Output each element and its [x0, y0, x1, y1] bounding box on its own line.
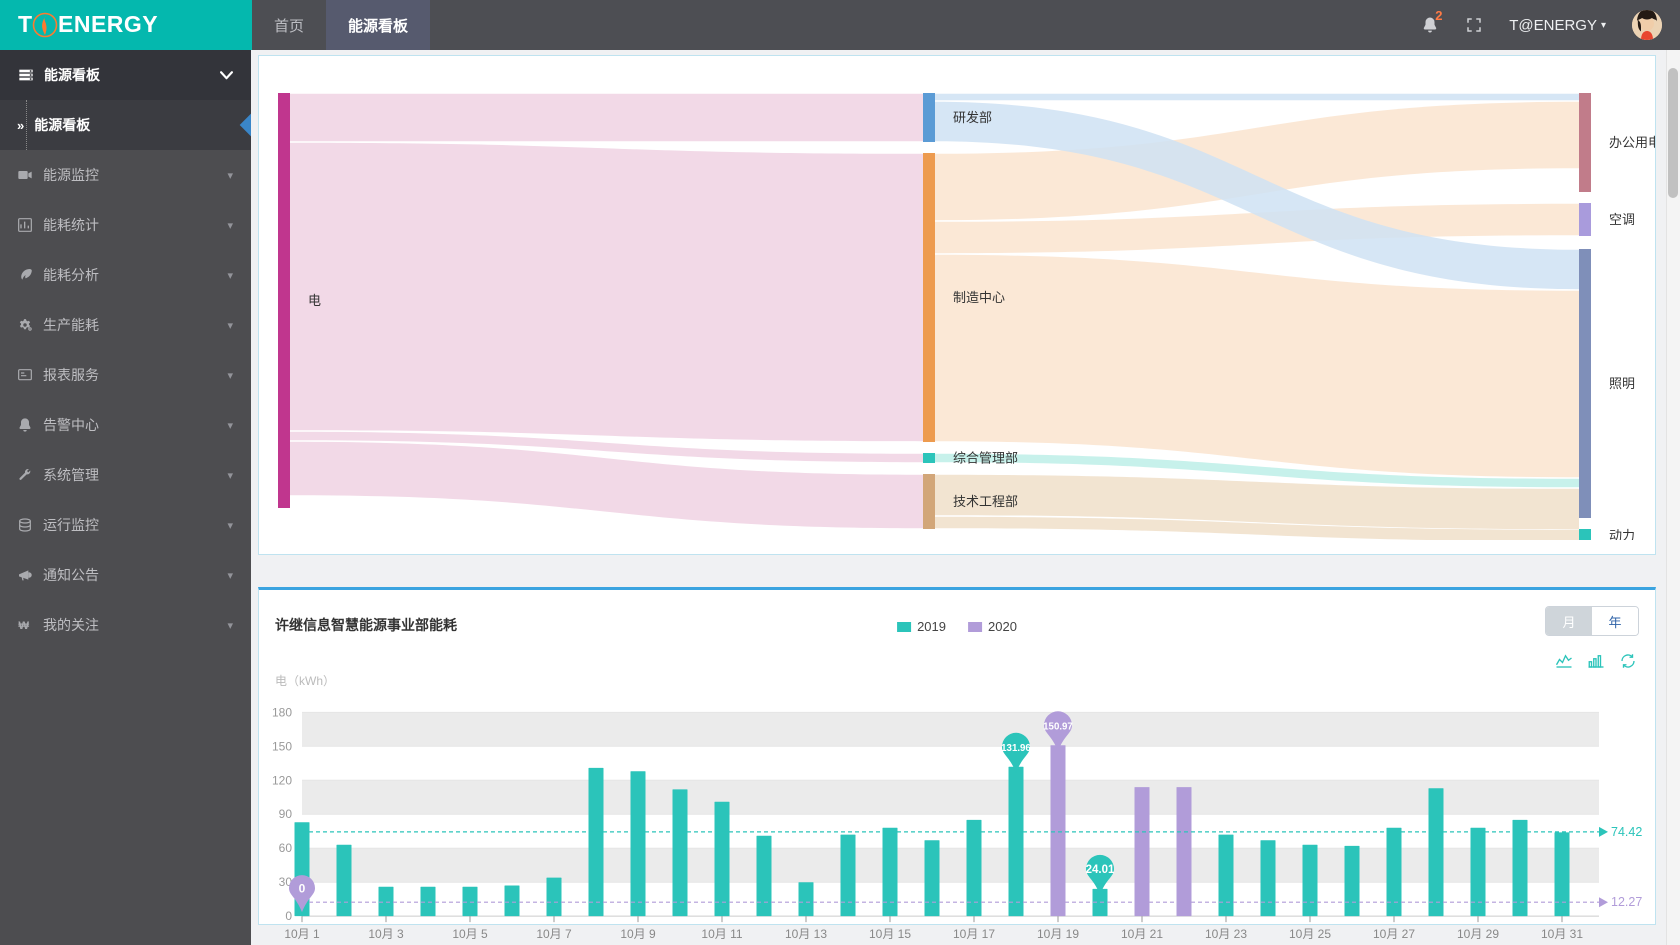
svg-text:10月 19: 10月 19 [1037, 927, 1079, 941]
svg-text:10月 31: 10月 31 [1541, 927, 1583, 941]
svg-text:10月 3: 10月 3 [368, 927, 404, 941]
svg-text:综合管理部: 综合管理部 [953, 451, 1018, 466]
svg-text:ENERGY: ENERGY [58, 12, 158, 37]
svg-text:照明: 照明 [1609, 376, 1635, 391]
svg-text:180: 180 [272, 705, 292, 719]
svg-text:10月 13: 10月 13 [785, 927, 827, 941]
svg-text:74.42: 74.42 [1611, 825, 1642, 839]
svg-text:10月 17: 10月 17 [953, 927, 995, 941]
svg-text:10月 25: 10月 25 [1289, 927, 1331, 941]
svg-text:0: 0 [285, 909, 292, 923]
svg-text:10月 15: 10月 15 [869, 927, 911, 941]
svg-text:10月 23: 10月 23 [1205, 927, 1247, 941]
svg-text:技术工程部: 技术工程部 [953, 494, 1018, 509]
svg-text:办公用电: 办公用电 [1609, 135, 1656, 150]
svg-text:24.01: 24.01 [1086, 864, 1115, 876]
svg-text:₩: ₩ [18, 620, 29, 632]
svg-text:T: T [18, 12, 32, 37]
svg-text:120: 120 [272, 773, 292, 787]
svg-text:10月 7: 10月 7 [536, 927, 572, 941]
svg-text:150: 150 [272, 739, 292, 753]
svg-text:131.96: 131.96 [1001, 743, 1031, 754]
svg-text:10月 11: 10月 11 [701, 927, 742, 941]
svg-text:0: 0 [299, 882, 306, 896]
svg-text:90: 90 [279, 807, 293, 821]
svg-text:10月 29: 10月 29 [1457, 927, 1499, 941]
svg-text:60: 60 [279, 841, 293, 855]
svg-text:研发部: 研发部 [953, 110, 992, 125]
svg-text:电: 电 [308, 293, 321, 308]
svg-text:10月 27: 10月 27 [1373, 927, 1415, 941]
svg-text:10月 1: 10月 1 [284, 927, 320, 941]
svg-text:12.27: 12.27 [1611, 895, 1642, 909]
svg-text:动力: 动力 [1609, 528, 1635, 540]
svg-text:150.97: 150.97 [1043, 721, 1073, 732]
svg-text:10月 5: 10月 5 [452, 927, 488, 941]
svg-text:制造中心: 制造中心 [953, 290, 1005, 305]
svg-text:10月 21: 10月 21 [1121, 927, 1163, 941]
svg-text:10月 9: 10月 9 [620, 927, 656, 941]
svg-text:空调: 空调 [1609, 212, 1635, 227]
